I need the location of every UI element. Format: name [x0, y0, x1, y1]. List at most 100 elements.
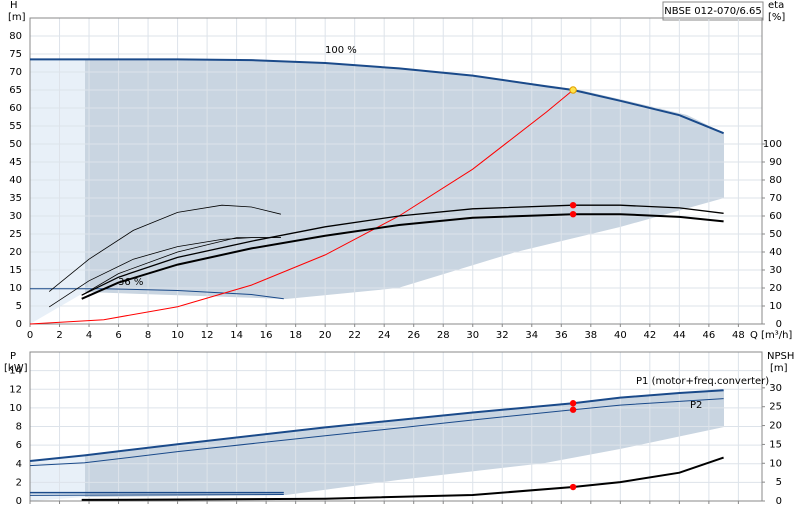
y-tick-label: 6 [16, 440, 22, 451]
y-tick-label: 45 [9, 157, 22, 168]
x-tick-label: 18 [289, 330, 302, 341]
x-tick-label: 20 [319, 330, 332, 341]
left-area [30, 455, 85, 501]
y-tick-label: 25 [9, 229, 22, 240]
curve [30, 288, 284, 300]
power-area [85, 390, 724, 497]
y2-tick-label: 20 [769, 421, 782, 432]
y2-axis-label: NPSH [767, 351, 794, 362]
y-tick-label: 14 [9, 366, 22, 377]
y-tick-label: 55 [9, 121, 22, 132]
y2-tick-label: 30 [769, 265, 782, 276]
y2-tick-label: 80 [769, 175, 782, 186]
y2-tick-label: 0 [776, 319, 782, 330]
x-tick-label: 12 [201, 330, 214, 341]
x-tick-label: 38 [584, 330, 597, 341]
curve [30, 58, 724, 135]
y2-axis-unit: [m] [770, 363, 788, 374]
y-tick-label: 50 [9, 139, 22, 150]
y2-tick-label: 25 [769, 402, 782, 413]
x-tick-label: 28 [437, 330, 450, 341]
y-tick-label: 60 [9, 103, 22, 114]
x-tick-label: 26 [407, 330, 420, 341]
curve [81, 237, 281, 296]
curve [48, 204, 281, 292]
operating-area [85, 59, 724, 299]
x-tick-label: 4 [86, 330, 92, 341]
y2-tick-label: 100 [763, 139, 782, 150]
y2-tick-label: 20 [769, 283, 782, 294]
y-tick-label: 2 [16, 477, 22, 488]
y-tick-label: 0 [16, 319, 22, 330]
curve [29, 398, 724, 467]
x-tick-label: 36 [555, 330, 568, 341]
y2-tick-label: 10 [769, 301, 782, 312]
x-tick-label: 6 [115, 330, 121, 341]
duty-point [569, 211, 577, 218]
x-tick-label: 10 [171, 330, 184, 341]
curve [81, 204, 724, 296]
x-tick-label: 24 [378, 330, 391, 341]
curve-label: P1 (motor+freq.converter) [636, 376, 769, 387]
y2-tick-label: 60 [769, 211, 782, 222]
y-axis-unit: [kW] [4, 363, 28, 374]
plot-frame [29, 351, 763, 502]
duty-point [569, 400, 577, 407]
y-tick-label: 10 [9, 283, 22, 294]
y2-tick-label: 30 [769, 383, 782, 394]
y2-axis-unit: [%] [768, 12, 785, 23]
x-axis-label: Q [m³/h] [750, 330, 792, 341]
x-tick-label: 0 [27, 330, 33, 341]
duty-point [569, 202, 577, 209]
y2-tick-label: 50 [769, 229, 782, 240]
title-box [662, 1, 764, 21]
duty-point [569, 86, 577, 94]
y-tick-label: 4 [16, 459, 22, 470]
x-tick-label: 46 [703, 330, 716, 341]
x-tick-label: 14 [230, 330, 243, 341]
x-tick-label: 40 [614, 330, 627, 341]
duty-point [569, 406, 577, 413]
y-tick-label: 20 [9, 247, 22, 258]
y-axis-label: H [10, 0, 18, 11]
x-tick-label: 22 [348, 330, 361, 341]
y2-tick-label: 40 [769, 247, 782, 258]
y2-tick-label: 10 [769, 458, 782, 469]
y-axis-label: P [10, 351, 16, 362]
y-tick-label: 40 [9, 175, 22, 186]
duty-point [569, 483, 577, 491]
y-tick-label: 12 [9, 384, 22, 395]
x-tick-label: 34 [525, 330, 538, 341]
y-tick-label: 75 [9, 49, 22, 60]
x-tick-label: 2 [56, 330, 62, 341]
x-tick-label: 30 [466, 330, 479, 341]
curve [29, 494, 284, 496]
left-area [30, 59, 85, 324]
curve [29, 89, 574, 325]
curve [29, 389, 724, 462]
y-tick-label: 10 [9, 403, 22, 414]
y-tick-label: 65 [9, 85, 22, 96]
y-tick-label: 8 [16, 422, 22, 433]
y-tick-label: 15 [9, 265, 22, 276]
x-tick-label: 8 [145, 330, 151, 341]
x-tick-label: 42 [643, 330, 656, 341]
y2-tick-label: 15 [769, 439, 782, 450]
y-tick-label: 35 [9, 193, 22, 204]
x-tick-label: 16 [260, 330, 273, 341]
curve [81, 456, 724, 501]
y-axis-unit: [m] [8, 12, 26, 23]
y-tick-label: 5 [16, 301, 22, 312]
y-tick-label: 70 [9, 67, 22, 78]
y-tick-label: 30 [9, 211, 22, 222]
plot-frame [29, 17, 763, 325]
x-tick-label: 44 [673, 330, 686, 341]
y2-tick-label: 5 [776, 477, 782, 488]
x-tick-label: 32 [496, 330, 509, 341]
y2-tick-label: 90 [769, 157, 782, 168]
x-tick-label: 48 [732, 330, 745, 341]
curve [81, 213, 724, 300]
y2-axis-label: eta [768, 0, 784, 11]
curve-label: P2 [690, 400, 702, 411]
